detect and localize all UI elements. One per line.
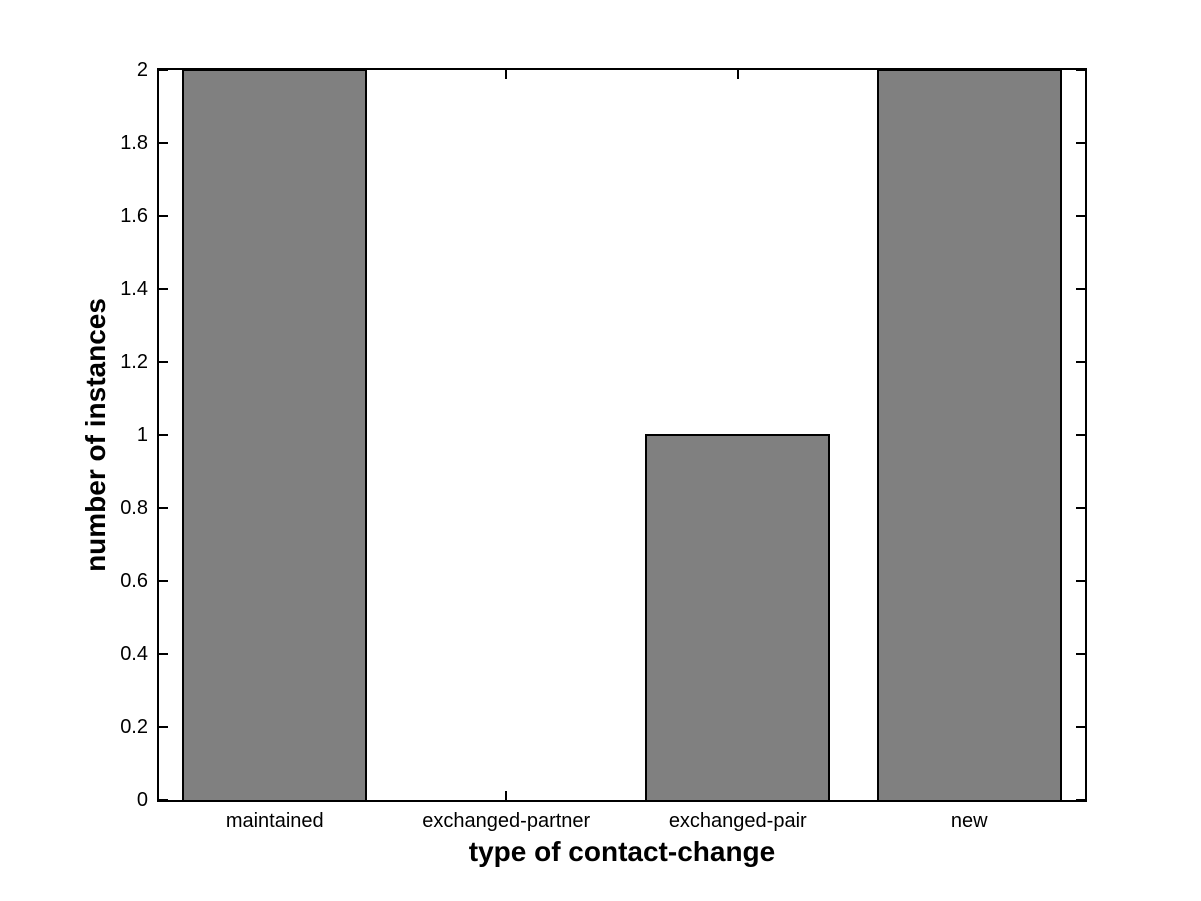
y-tick-mark-right: [1076, 361, 1085, 363]
x-tick-mark-bottom: [505, 791, 508, 800]
y-tick-mark-right: [1076, 142, 1085, 144]
y-tick-mark-left: [159, 580, 168, 582]
y-tick-mark-left: [159, 799, 168, 801]
x-tick-mark-top: [505, 70, 508, 79]
y-tick-mark-left: [159, 69, 168, 71]
bar-maintained: [182, 69, 368, 800]
y-tick-mark-left: [159, 361, 168, 363]
y-tick-label: 0.8: [120, 497, 148, 519]
y-tick-label: 0.4: [120, 643, 148, 665]
y-tick-label: 0.6: [120, 570, 148, 592]
x-tick-mark-top: [736, 70, 739, 79]
y-tick-label: 0.2: [120, 716, 148, 738]
y-tick-mark-left: [159, 215, 168, 217]
y-tick-mark-right: [1076, 653, 1085, 655]
x-axis-label: type of contact-change: [468, 836, 776, 867]
y-tick-mark-left: [159, 434, 168, 436]
y-tick-mark-left: [159, 726, 168, 728]
y-tick-mark-left: [159, 288, 168, 290]
y-tick-mark-left: [159, 653, 168, 655]
y-tick-label: 1.2: [120, 351, 148, 373]
x-tick-label: new: [950, 810, 988, 832]
y-tick-mark-right: [1076, 507, 1085, 509]
y-tick-mark-right: [1076, 215, 1085, 217]
y-tick-mark-right: [1076, 434, 1085, 436]
x-tick-label: maintained: [225, 810, 324, 832]
bar-exchanged-pair: [645, 434, 831, 800]
y-tick-label: 2: [136, 59, 148, 81]
y-tick-mark-right: [1076, 288, 1085, 290]
y-tick-label: 1.6: [120, 205, 148, 227]
y-tick-mark-right: [1076, 726, 1085, 728]
y-tick-label: 1: [136, 424, 148, 446]
bar-new: [876, 69, 1062, 800]
y-tick-label: 1.4: [120, 278, 148, 300]
y-tick-mark-right: [1076, 580, 1085, 582]
y-tick-label: 0: [136, 789, 148, 811]
plot-area: [157, 68, 1087, 802]
y-tick-mark-left: [159, 142, 168, 144]
y-tick-mark-left: [159, 507, 168, 509]
y-tick-mark-right: [1076, 799, 1085, 801]
y-tick-label: 1.8: [120, 132, 148, 154]
y-tick-mark-right: [1076, 69, 1085, 71]
x-tick-label: exchanged-pair: [668, 810, 807, 832]
x-tick-label: exchanged-partner: [422, 810, 591, 832]
